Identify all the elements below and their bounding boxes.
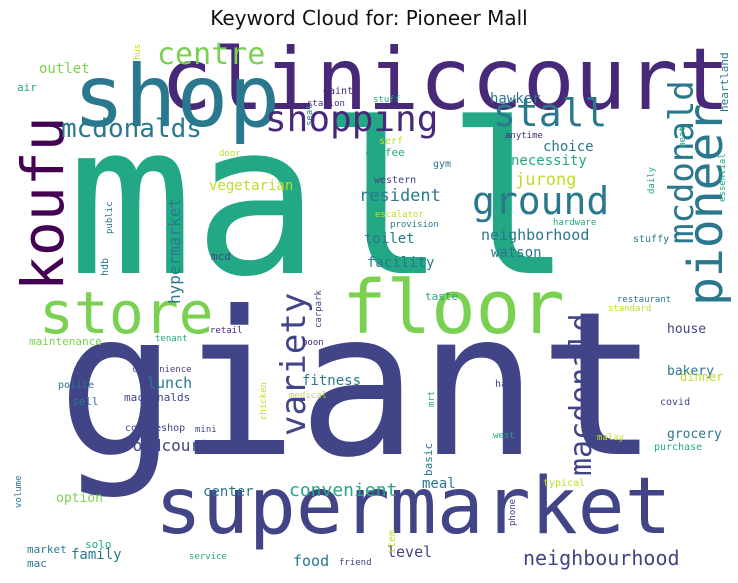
keyword-ground: ground [472,179,610,223]
keyword-hypermarket: hypermarket [165,198,184,304]
keyword-mac: mac [27,557,47,570]
keyword-coffee: coffee [365,146,405,159]
keyword-gaint: gaint [323,86,354,97]
keyword-neighbourhood: neighbourhood [523,546,680,570]
keyword-food: food [293,552,330,570]
keyword-hdb: hdb [100,257,111,276]
keyword-family: family [71,547,122,563]
keyword-solo: solo [85,538,112,551]
keyword-taste: taste [425,290,459,303]
keyword-purchase: purchase [654,442,703,453]
keyword-mcdonald: mcdonald [662,80,702,244]
keyword-foodcourt: foodcourt [123,436,210,455]
keyword-lunch: lunch [147,374,193,392]
keyword-mrt: mrt [427,390,437,407]
keyword-shop: shop [73,47,281,147]
keyword-restaurant: restaurant [617,295,672,305]
keyword-shopping: shopping [265,99,439,140]
keyword-store: store [39,279,214,347]
keyword-serf: serf [379,136,404,147]
keyword-facility: facility [367,255,435,271]
keyword-chicken: chicken [259,382,269,420]
keyword-medical: medical [289,391,327,401]
keyword-meat: meat [678,126,688,148]
keyword-mini: mini [195,425,217,435]
keyword-center: center [203,484,254,500]
keyword-hawker: hawker [490,91,541,107]
keyword-macdonalds: macdonalds [124,391,191,404]
keyword-stuffy: stuffy [633,234,670,245]
keyword-boon: boon [302,338,324,348]
keyword-level: level [387,543,433,561]
keyword-resident: resident [359,186,441,206]
figure-title: Keyword Cloud for: Pioneer Mall [210,6,528,30]
keyword-neighborhood: neighborhood [481,226,590,244]
keyword-phone: phone [508,498,518,526]
keyword-choice: choice [543,139,594,155]
keyword-gym: gym [433,159,452,170]
keyword-necessity: necessity [511,153,587,169]
keyword-coffeeshop: coffeeshop [125,423,186,434]
keyword-floor: floor [342,265,565,351]
keyword-mcdonalds: mcdonalds [61,114,202,144]
keyword-meal: meal [422,476,456,492]
keyword-typical: typical [543,478,586,489]
keyword-sell: sell [72,395,99,408]
keyword-jurong: jurong [515,170,577,190]
keyword-standard: standard [608,304,652,314]
keyword-station: station [307,99,345,109]
keyword-vegetarian: vegetarian [209,178,294,194]
keyword-item: item [387,529,398,554]
keyword-hus: hus [133,43,143,60]
keyword-mall: mall [67,78,573,323]
keyword-volume: volume [14,475,24,508]
keyword-macdonald: macdonald [564,313,599,476]
keyword-outlet: outlet [39,61,90,77]
keyword-air: air [17,81,37,94]
keyword-provision: provision [390,220,439,230]
keyword-market: market [27,543,67,556]
keyword-carpark: carpark [314,290,324,328]
keyword-dinner: dinner [680,370,724,384]
keyword-toilet: toilet [364,231,415,247]
keyword-service: service [189,552,227,562]
keyword-covid: covid [660,397,691,408]
keyword-watson: watson [491,245,542,261]
keyword-variety: variety [274,292,314,436]
keyword-hang: hang [495,379,520,390]
keyword-western: western [374,175,417,186]
keyword-west: west [493,431,515,441]
keyword-stuff: stuff [373,95,401,105]
keyword-hardware: hardware [553,218,597,228]
keyword-tenant: tenant [155,334,188,344]
keyword-daily: daily [647,166,657,194]
keyword-retail: retail [210,326,243,336]
keyword-supermarket: supermarket [155,462,672,552]
keyword-cliniccourt: cliniccourt [160,36,730,130]
keyword-bakery: bakery [667,364,714,379]
keyword-escalator: escalator [375,210,424,220]
keyword-polite: polite [58,380,95,391]
keyword-friend: friend [339,558,372,568]
keyword-convenience: convenience [132,365,192,375]
keyword-heartland: heartland [718,52,731,112]
keyword-maintenance: maintenance [29,335,102,348]
keyword-grocery: grocery [667,427,722,442]
keyword-option: option [56,491,103,506]
keyword-fitness: fitness [302,373,362,389]
keyword-basic: basic [422,442,435,476]
keyword-anytime: anytime [505,131,543,141]
keyword-convenient: convenient [289,480,398,501]
keyword-giant: giant [57,269,660,502]
word-cloud: mall giant supermarket cliniccourt shop floor… [7,36,731,578]
keyword-house: house [667,322,707,337]
keyword-public: public [105,201,115,234]
keyword-centre: centre [157,37,266,72]
keyword-essential: essential [718,153,728,202]
keyword-mcd: mcd [211,250,231,263]
keyword-malay: malay [597,433,625,443]
keyword-door: door [219,149,241,159]
keyword-stall: stall [493,91,608,135]
